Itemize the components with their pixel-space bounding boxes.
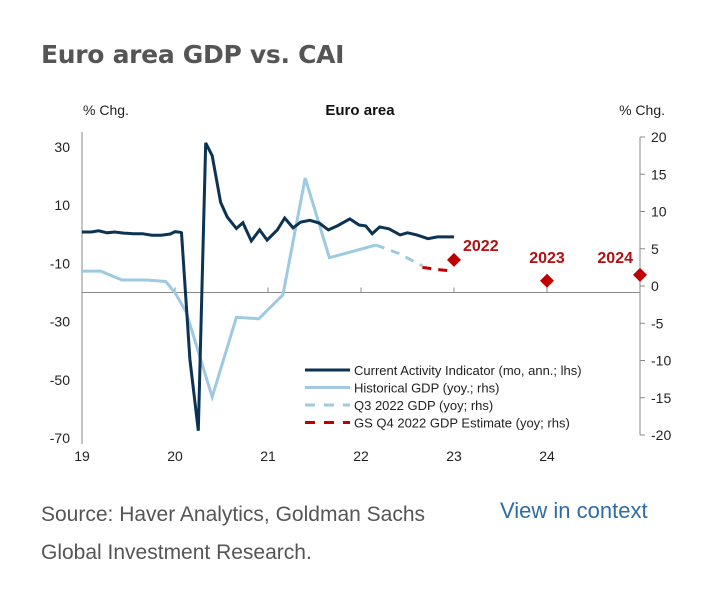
chart-title: Euro area (325, 102, 395, 119)
x-tick-label: 24 (539, 448, 555, 464)
y-right-tick-label: 0 (651, 278, 659, 294)
chart: Euro area % Chg. % Chg. 19 20 21 22 23 24 30 10… (50, 102, 672, 464)
source-line-2: Global Investment Research. (41, 541, 312, 564)
y-left-tick-label: -70 (50, 430, 70, 446)
legend-label: GS Q4 2022 GDP Estimate (yoy; rhs) (354, 416, 570, 431)
y-right-tick-label: -5 (651, 315, 664, 331)
view-in-context-link[interactable]: View in context (500, 498, 648, 523)
y-right-tick-label: -20 (651, 427, 671, 443)
forecast-label-2023: 2023 (529, 250, 565, 267)
forecast-label-2022: 2022 (463, 238, 499, 255)
x-tick-label: 20 (167, 448, 183, 464)
y-left-tick-label: -30 (50, 314, 70, 330)
y-right-tick-label: -15 (651, 390, 671, 406)
gs-q4-estimate-line (422, 265, 455, 273)
y-left-tick-label: 10 (54, 197, 70, 213)
forecast-diamond-2023 (540, 273, 554, 288)
forecast-markers: 2022 2023 2024 (447, 238, 647, 288)
forecast-label-2024: 2024 (597, 250, 633, 267)
axes: 19 20 21 22 23 24 30 10 -10 -30 -50 -70 20 15 10 5 0 -5 -1… (50, 129, 672, 464)
y-left-tick-label: 30 (54, 139, 70, 155)
page-title: Euro area GDP vs. CAI (41, 40, 345, 69)
y-left-label: % Chg. (83, 102, 129, 118)
x-tick-label: 19 (74, 448, 90, 464)
y-right-tick-label: 5 (651, 241, 659, 257)
x-tick-label: 21 (260, 448, 276, 464)
source-note: Source: Haver Analytics, Goldman Sachs G… (41, 496, 461, 572)
historical-gdp-line (82, 177, 377, 403)
x-tick-label: 23 (446, 448, 462, 464)
y-right-tick-label: 15 (651, 166, 667, 182)
cai-line (82, 142, 454, 431)
y-right-tick-label: 20 (651, 129, 667, 145)
legend: Current Activity Indicator (mo, ann.; lh… (305, 363, 582, 431)
legend-label: Q3 2022 GDP (yoy; rhs) (354, 398, 493, 413)
y-right-tick-label: -10 (651, 353, 671, 369)
y-left-tick-label: -10 (50, 255, 70, 271)
series-group (82, 142, 455, 431)
q3-2022-gdp-line (375, 243, 424, 268)
y-right-tick-label: 10 (651, 204, 667, 220)
source-line-1: Source: Haver Analytics, Goldman Sachs (41, 503, 426, 526)
forecast-diamond-2022 (447, 252, 461, 267)
legend-label: Current Activity Indicator (mo, ann.; lh… (354, 363, 582, 378)
legend-label: Historical GDP (yoy.; rhs) (354, 381, 499, 396)
y-right-label: % Chg. (619, 102, 665, 118)
y-left-tick-label: -50 (50, 372, 70, 388)
forecast-diamond-2024 (633, 267, 647, 282)
x-tick-label: 22 (353, 448, 369, 464)
